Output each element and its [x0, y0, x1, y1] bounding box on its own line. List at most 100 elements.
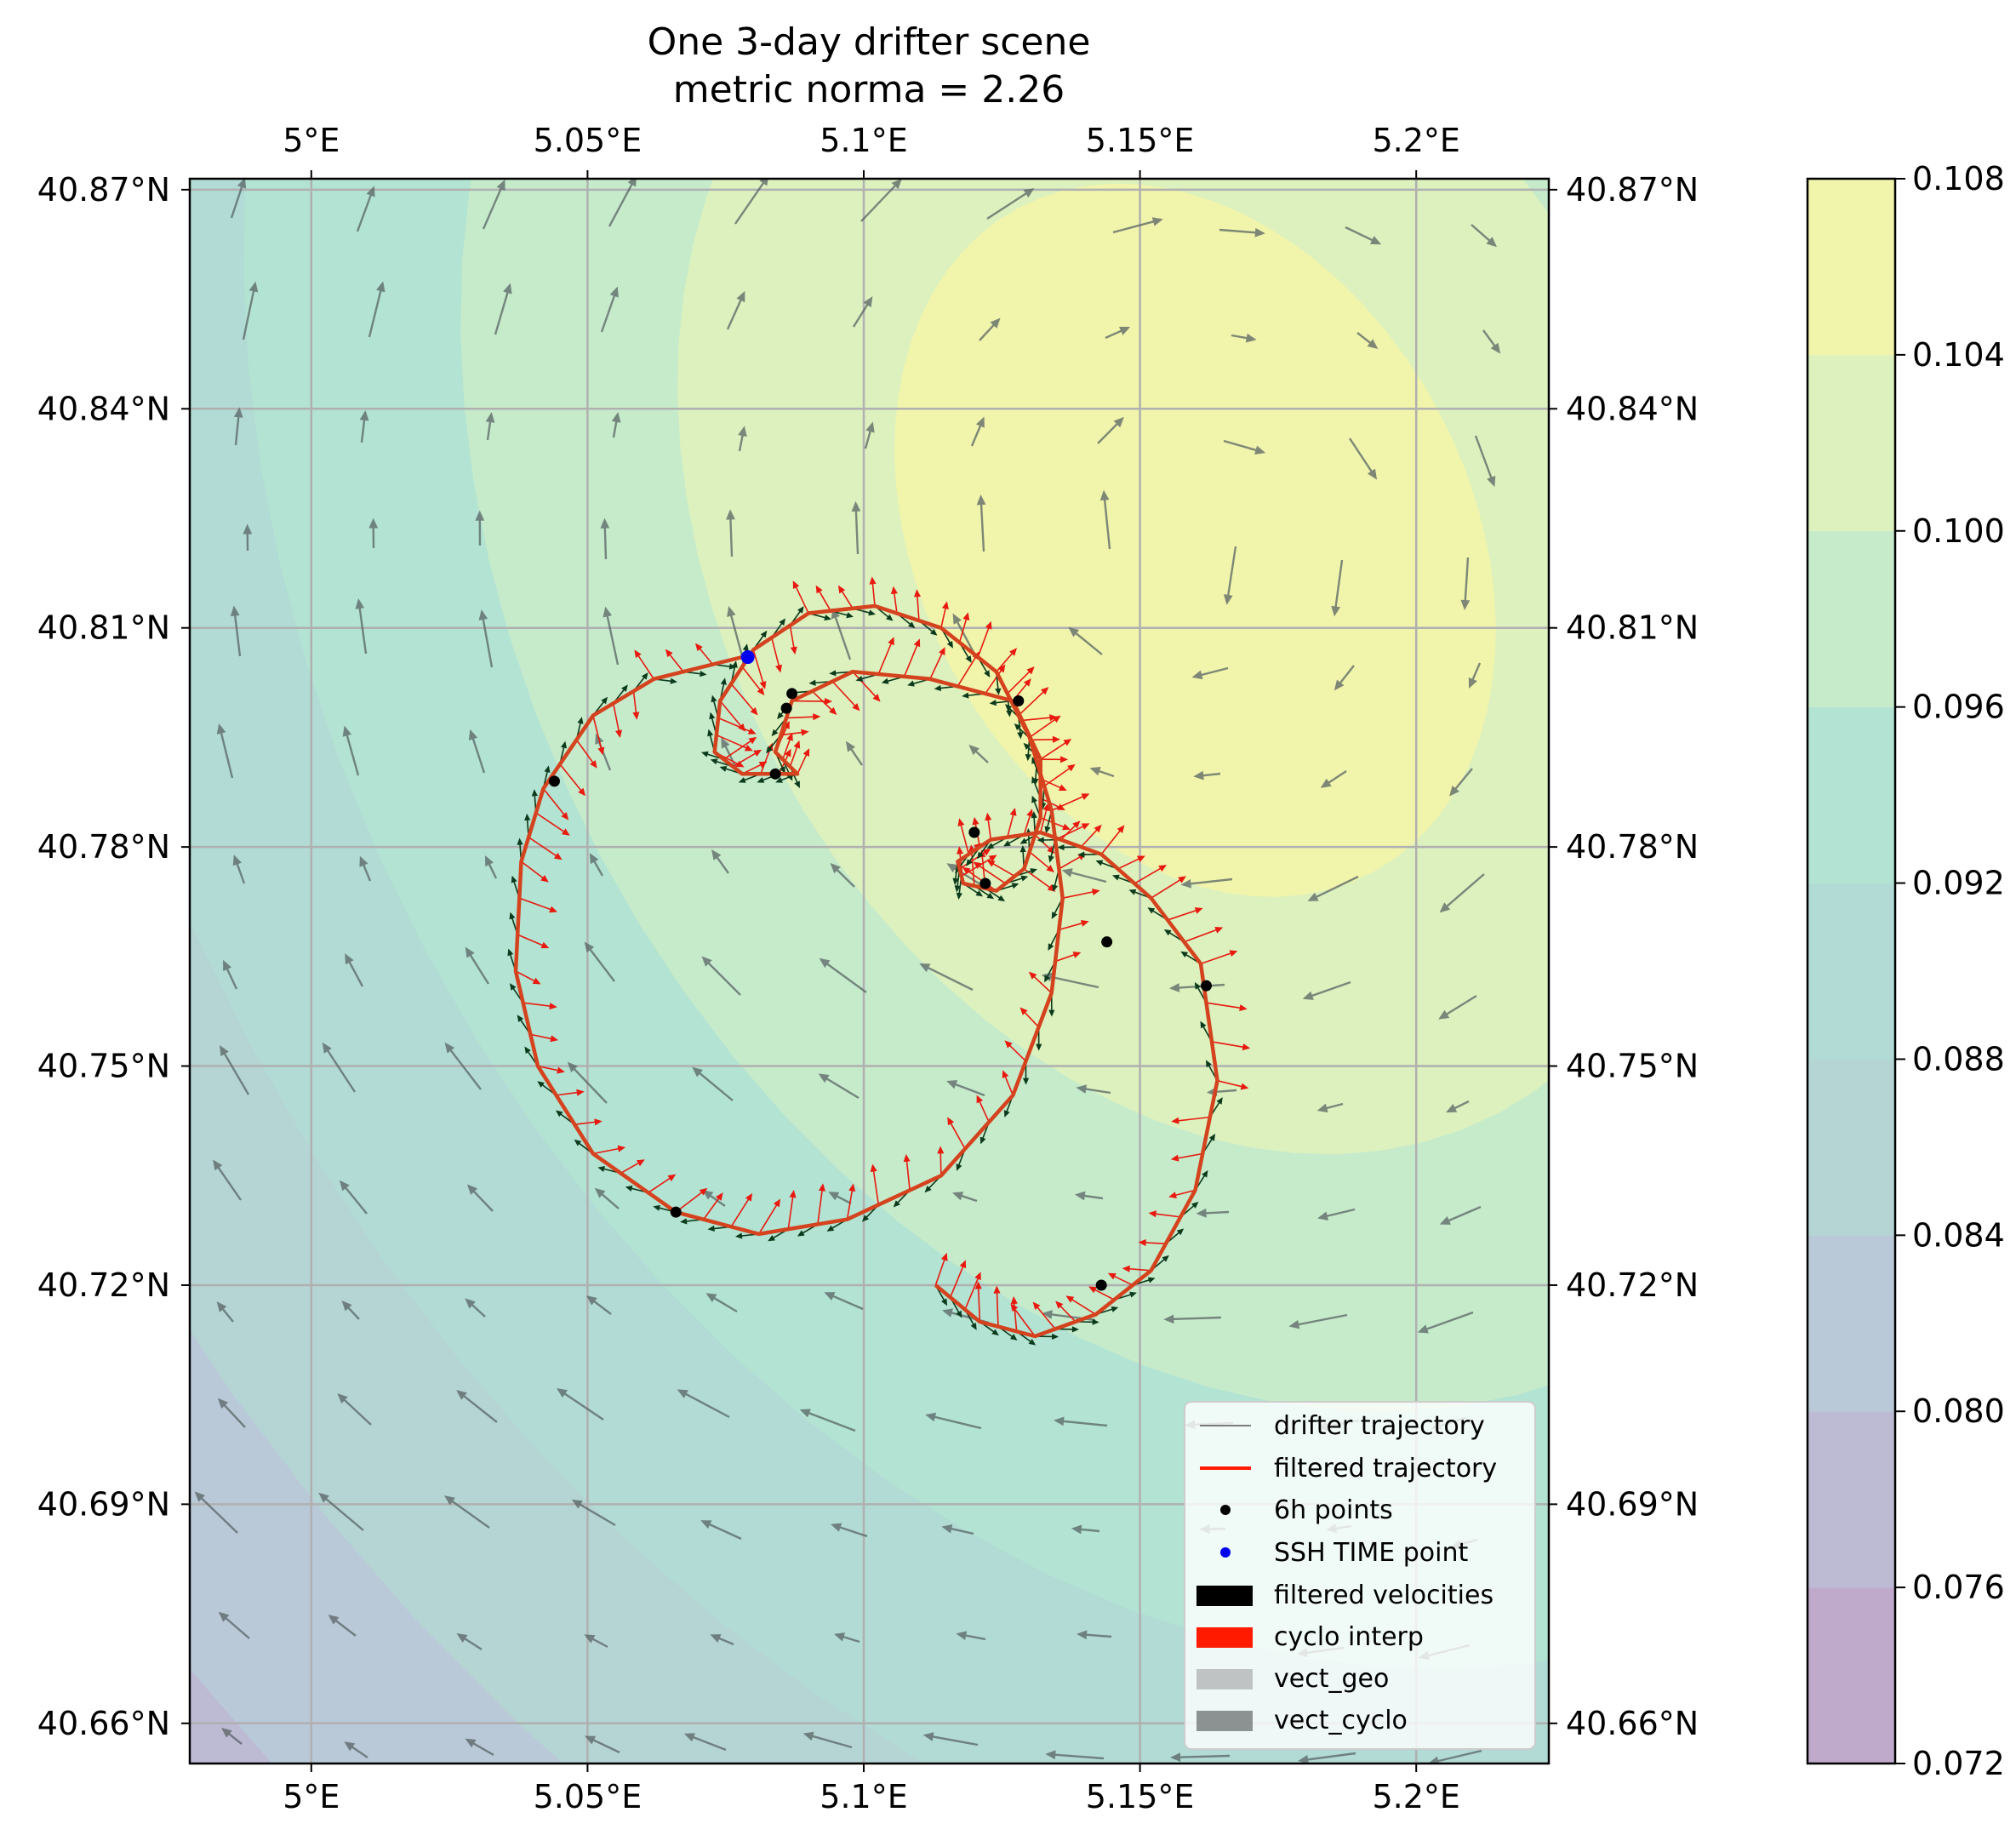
- geo-vector-arrow: [1045, 1750, 1105, 1760]
- cyclo-interp-arrow: [1200, 950, 1238, 965]
- cyclo-interp-arrow: [1206, 1002, 1248, 1012]
- legend-swatch-vect-geo: [1196, 1669, 1253, 1689]
- geo-vector-arrow: [218, 1611, 250, 1639]
- x-tick-label-bottom: 5.05°E: [534, 1778, 642, 1815]
- geo-vector-arrow: [700, 1520, 742, 1541]
- cyclo-interp-arrow: [1062, 889, 1100, 899]
- cyclo-interp-arrow: [542, 787, 569, 820]
- geo-vector-arrow: [359, 855, 372, 882]
- y-tick-label-right: 40.81°N: [1566, 609, 1699, 647]
- geo-vector-arrow: [851, 500, 861, 555]
- cyclo-interp-arrow: [592, 715, 605, 756]
- y-tick-label-left: 40.75°N: [37, 1048, 170, 1085]
- geo-vector-arrow: [819, 958, 867, 993]
- cyclo-interp-arrow: [1148, 1210, 1181, 1218]
- cyclo-interp-arrow: [1217, 1079, 1249, 1090]
- cyclo-interp-arrow: [515, 970, 541, 985]
- cyclo-interp-arrow: [837, 585, 854, 609]
- cyclo-interp-arrow: [937, 1146, 945, 1176]
- geo-vector-arrow: [845, 740, 863, 766]
- map-grid: [190, 179, 1549, 1764]
- y-tick-label-right: 40.72°N: [1566, 1266, 1699, 1304]
- geo-vector-arrow: [1231, 333, 1257, 343]
- geo-vector-arrow: [831, 1523, 868, 1538]
- geo-vector-arrow: [738, 426, 747, 452]
- legend-label-filtered-trajectory: filtered trajectory: [1274, 1454, 1497, 1483]
- geo-vector-field: [194, 179, 1501, 1764]
- geo-vector-arrow: [726, 290, 745, 330]
- geo-vector-arrow: [970, 416, 985, 447]
- six-hour-point: [1013, 695, 1025, 707]
- geo-vector-arrow: [318, 1492, 364, 1531]
- cyclo-interp-arrow: [1065, 1295, 1097, 1315]
- cyclo-interp-arrow: [612, 703, 622, 738]
- geo-vector-arrow: [223, 959, 238, 990]
- geo-vector-arrow: [692, 1066, 734, 1101]
- geo-vector-arrow: [1170, 1752, 1231, 1763]
- colorbar-tick-label: 0.100: [1912, 512, 2005, 550]
- y-tick-label-left: 40.78°N: [37, 828, 170, 866]
- colorbar-tick-label: 0.088: [1912, 1040, 2005, 1078]
- cyclo-interp-arrow: [632, 690, 640, 720]
- cyclo-interp-arrow: [877, 637, 894, 675]
- geo-vector-arrow: [1223, 546, 1237, 605]
- cyclo-interp-arrow: [1138, 1239, 1166, 1247]
- cyclo-interp-arrow: [634, 649, 654, 680]
- geo-vector-arrow: [1446, 1100, 1470, 1113]
- geo-vector-arrow: [482, 179, 505, 230]
- geo-vector-arrow: [1077, 1630, 1112, 1640]
- legend-label-6h-points: 6h points: [1274, 1495, 1393, 1525]
- colorbar-band: [1808, 179, 1895, 356]
- geo-vector-arrow: [444, 1495, 490, 1529]
- geo-vector-arrow: [986, 188, 1035, 220]
- cyclo-interp-arrow: [575, 739, 597, 769]
- geo-vector-arrow: [1097, 416, 1124, 444]
- cyclo-interp-arrow: [1134, 865, 1168, 884]
- geo-vector-arrow: [1334, 665, 1355, 691]
- points-layer: [548, 650, 1213, 1291]
- x-tick-label-bottom: 5.2°E: [1372, 1778, 1459, 1815]
- cyclo-interp-arrow: [973, 861, 1007, 884]
- geo-vector-arrow: [1316, 1102, 1344, 1113]
- geo-vector-arrow: [213, 1159, 242, 1201]
- cyclo-interp-arrow: [1054, 823, 1090, 841]
- y-tick-label-right: 40.87°N: [1566, 171, 1699, 209]
- six-hour-point: [1101, 936, 1113, 948]
- geo-vector-arrow: [339, 1180, 368, 1215]
- geo-vector-arrow: [802, 1731, 853, 1749]
- cyclo-interp-arrow: [977, 620, 992, 658]
- cyclo-interp-arrow: [949, 1260, 967, 1298]
- colorbar-band: [1808, 1587, 1895, 1764]
- geo-vector-arrow: [230, 605, 242, 657]
- geo-vector-arrow: [465, 1298, 486, 1318]
- geo-vector-arrow: [721, 737, 738, 769]
- cyclo-interp-arrow: [996, 648, 1018, 672]
- geo-vector-arrow: [466, 1184, 494, 1212]
- geo-vector-arrow: [828, 1192, 852, 1205]
- geo-vector-arrow: [478, 609, 494, 668]
- geo-vector-arrow: [864, 421, 875, 449]
- x-tick-label-bottom: 5.15°E: [1086, 1778, 1195, 1815]
- geo-vector-arrow: [1320, 769, 1347, 788]
- cyclo-interp-arrow: [1122, 1265, 1151, 1272]
- geo-vector-arrow: [922, 1732, 979, 1746]
- cyclo-interp-arrow: [934, 1252, 948, 1286]
- x-tick-label-bottom: 5°E: [283, 1778, 340, 1815]
- colorbar: 0.072 0.076 0.080 0.084 0.088 0.092 0.096 0.100…: [1806, 160, 2005, 1782]
- geo-vector-arrow: [589, 853, 604, 877]
- geo-vector-arrow: [726, 509, 735, 557]
- colorbar-band: [1808, 1235, 1895, 1412]
- cyclo-interp-arrow: [815, 585, 831, 612]
- cyclo-interp-arrow: [1171, 1116, 1210, 1124]
- six-hour-point: [548, 775, 560, 787]
- legend-label-vect-geo: vect_geo: [1274, 1664, 1389, 1694]
- map-axis-ticks: 5°E 5°E 5.05°E 5.05°E 5.1°E 5.1°E 5.15°E 5.15°E…: [37, 122, 1699, 1815]
- geo-vector-arrow: [1076, 1084, 1111, 1095]
- geo-vector-arrow: [683, 1733, 727, 1752]
- geo-vector-arrow: [1468, 662, 1482, 689]
- cyclo-interp-arrow: [817, 1183, 826, 1225]
- legend-box: [1184, 1401, 1536, 1750]
- cyclo-interp-arrow: [789, 740, 801, 768]
- geo-vector-arrow: [976, 494, 986, 552]
